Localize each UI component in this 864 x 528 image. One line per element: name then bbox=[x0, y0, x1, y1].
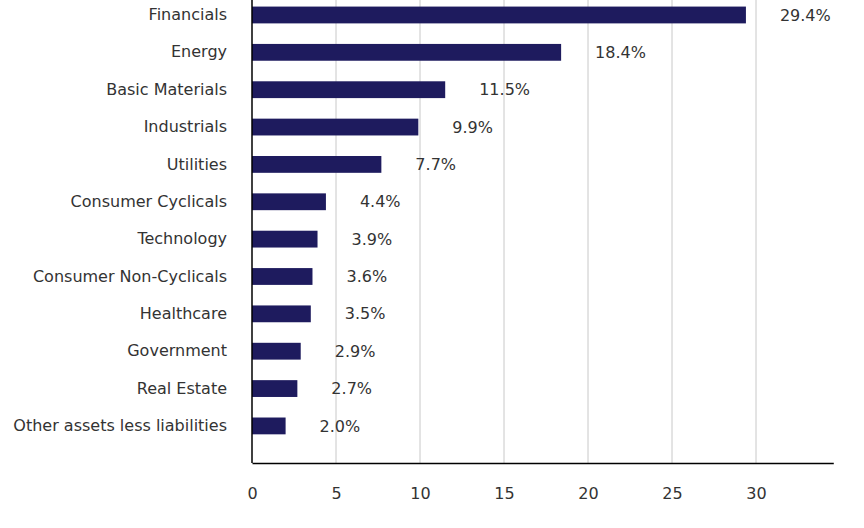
x-tick: 5 bbox=[331, 463, 341, 503]
y-tick: Energy bbox=[171, 42, 227, 61]
y-tick: Consumer Non-Cyclicals bbox=[33, 267, 227, 286]
grid bbox=[0, 0, 756, 463]
x-axis: 0 5 10 15 20 25 30 bbox=[247, 463, 833, 503]
grid-line bbox=[504, 0, 505, 463]
y-tick: Technology bbox=[136, 229, 227, 248]
y-tick: Basic Materials bbox=[106, 80, 227, 99]
y-axis: Financials Energy Basic Materials Industria… bbox=[13, 5, 227, 435]
bar bbox=[252, 7, 746, 24]
category-label: Consumer Cyclicals bbox=[71, 192, 227, 211]
bar bbox=[252, 305, 311, 322]
x-tick: 15 bbox=[494, 463, 514, 503]
data-label: 2.9% bbox=[335, 342, 376, 361]
data-label: 11.5% bbox=[479, 80, 530, 99]
data-label: 7.7% bbox=[415, 155, 456, 174]
x-tick-label: 0 bbox=[247, 484, 257, 503]
category-label: Other assets less liabilities bbox=[13, 416, 227, 435]
data-labels: 29.4% 18.4% 11.5% 9.9% 7.7% 4.4% 3.9% 3.6% 3.5% 2… bbox=[320, 6, 831, 436]
data-label: 3.6% bbox=[346, 267, 387, 286]
x-tick: 10 bbox=[410, 463, 430, 503]
x-tick-label: 25 bbox=[662, 484, 682, 503]
grid-line bbox=[588, 0, 589, 463]
y-tick: Utilities bbox=[167, 155, 227, 174]
bar bbox=[252, 81, 445, 98]
bar bbox=[252, 156, 381, 173]
category-label: Healthcare bbox=[140, 304, 227, 323]
y-tick: Financials bbox=[149, 5, 227, 24]
bar bbox=[252, 231, 318, 248]
data-label: 9.9% bbox=[452, 118, 493, 137]
grid-line bbox=[420, 0, 421, 463]
x-tick: 0 bbox=[247, 463, 257, 503]
bars bbox=[252, 7, 746, 435]
bar bbox=[252, 343, 301, 360]
x-tick-label: 15 bbox=[494, 484, 514, 503]
data-label: 3.5% bbox=[345, 304, 386, 323]
x-tick-label: 5 bbox=[331, 484, 341, 503]
data-label: 2.7% bbox=[331, 379, 372, 398]
x-axis-line bbox=[253, 463, 834, 465]
data-label: 29.4% bbox=[780, 6, 831, 25]
x-tick: 25 bbox=[662, 463, 682, 503]
category-label: Basic Materials bbox=[106, 80, 227, 99]
grid-line bbox=[756, 0, 757, 463]
bar bbox=[252, 268, 312, 285]
data-label: 4.4% bbox=[360, 192, 401, 211]
bar bbox=[252, 193, 326, 210]
category-label: Financials bbox=[149, 5, 227, 24]
bar bbox=[252, 44, 561, 61]
bar bbox=[252, 418, 286, 435]
x-tick: 20 bbox=[578, 463, 598, 503]
y-tick: Healthcare bbox=[140, 304, 227, 323]
y-tick: Government bbox=[127, 341, 227, 360]
category-label: Energy bbox=[171, 42, 227, 61]
category-label: Utilities bbox=[167, 155, 227, 174]
category-label: Technology bbox=[136, 229, 227, 248]
data-label: 3.9% bbox=[352, 230, 393, 249]
category-label: Real Estate bbox=[137, 379, 227, 398]
category-label: Consumer Non-Cyclicals bbox=[33, 267, 227, 286]
bar bbox=[252, 380, 297, 397]
x-tick-label: 20 bbox=[578, 484, 598, 503]
y-tick: Consumer Cyclicals bbox=[71, 192, 227, 211]
bar bbox=[252, 119, 418, 136]
chart: Financials Energy Basic Materials Industria… bbox=[0, 0, 864, 528]
category-label: Industrials bbox=[144, 117, 227, 136]
x-tick: 30 bbox=[746, 463, 766, 503]
x-tick-label: 10 bbox=[410, 484, 430, 503]
category-label: Government bbox=[127, 341, 227, 360]
data-label: 2.0% bbox=[320, 417, 361, 436]
y-tick: Industrials bbox=[144, 117, 227, 136]
y-tick: Real Estate bbox=[137, 379, 227, 398]
grid-line bbox=[672, 0, 673, 463]
x-tick-label: 30 bbox=[746, 484, 766, 503]
y-tick: Other assets less liabilities bbox=[13, 416, 227, 435]
y-axis-line bbox=[251, 0, 253, 463]
data-label: 18.4% bbox=[595, 43, 646, 62]
